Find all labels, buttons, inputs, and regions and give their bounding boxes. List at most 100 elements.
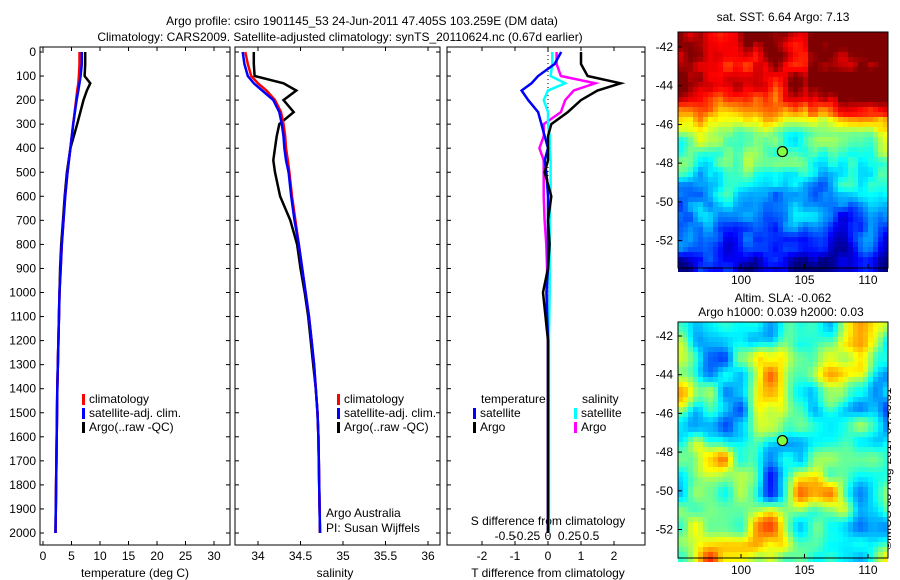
sst-map-cell [763, 177, 768, 182]
sla-map-cell [828, 512, 833, 517]
sla-map-cell [808, 427, 813, 432]
sla-map-cell [828, 547, 833, 552]
sla-map-cell [818, 362, 823, 367]
sla-map-cell [818, 372, 823, 377]
sla-map-cell [838, 352, 843, 357]
sst-map-cell [773, 212, 778, 217]
sst-map-cell [873, 132, 878, 137]
sst-map-cell [678, 202, 683, 207]
sst-map-cell [843, 102, 848, 107]
sst-map-cell [843, 247, 848, 252]
sst-map-cell [803, 122, 808, 127]
sst-map-cell [823, 77, 828, 82]
sst-map-cell [693, 262, 698, 267]
sla-map-cell [868, 487, 873, 492]
sla-map-cell [723, 447, 728, 452]
sla-map-cell [808, 322, 813, 327]
t-diff-legend-swatch [473, 408, 476, 419]
sla-map-cell [868, 557, 873, 562]
sst-map-cell [873, 187, 878, 192]
sst-map-cell [713, 232, 718, 237]
sla-map-cell [708, 527, 713, 532]
sst-map-cell [838, 252, 843, 257]
sla-map-cell [698, 502, 703, 507]
temperature-line-satellite-adj [54, 52, 84, 534]
sst-map-cell [683, 62, 688, 67]
sla-map-cell [778, 512, 783, 517]
sst-map-cell [753, 147, 758, 152]
sla-map-cell [758, 412, 763, 417]
sla-map-cell [713, 422, 718, 427]
sla-map-cell [863, 507, 868, 512]
sst-map-cell [723, 37, 728, 42]
sst-map-cell [778, 257, 783, 262]
sst-map-cell [798, 37, 803, 42]
sla-map-cell [713, 432, 718, 437]
sla-map-cell [873, 527, 878, 532]
sla-map-cell [703, 442, 708, 447]
sst-map-cell [863, 177, 868, 182]
sst-map-cell [878, 97, 883, 102]
sla-map-cell [853, 502, 858, 507]
sst-map-cell [743, 92, 748, 97]
sst-map-cell [818, 262, 823, 267]
sst-map-cell [783, 37, 788, 42]
sst-map-cell [848, 127, 853, 132]
sst-map-cell [693, 122, 698, 127]
sla-map-cell [678, 402, 683, 407]
sla-map-cell [883, 327, 888, 332]
sst-map-cell [713, 47, 718, 52]
sst-map-cell [718, 112, 723, 117]
sst-map-cell [708, 207, 713, 212]
sst-map-cell [853, 247, 858, 252]
sst-map-cell [798, 187, 803, 192]
sla-map-cell [768, 332, 773, 337]
sst-map-cell [813, 57, 818, 62]
sst-map-cell [813, 92, 818, 97]
sst-map-cell [748, 207, 753, 212]
sla-map-cell [873, 397, 878, 402]
sst-map-cell [798, 172, 803, 177]
sla-map-cell [743, 467, 748, 472]
sla-map-cell [873, 522, 878, 527]
sla-map-cell [788, 337, 793, 342]
sst-map-cell [808, 137, 813, 142]
sst-map-cell [693, 177, 698, 182]
sla-map-cell [738, 352, 743, 357]
sst-map-cell [868, 182, 873, 187]
sla-map-cell [678, 337, 683, 342]
sst-map-cell [828, 32, 833, 37]
sla-map-cell [713, 557, 718, 562]
sla-map-cell [803, 382, 808, 387]
sla-map-cell [858, 527, 863, 532]
sla-map-xtick-label: 100 [731, 563, 751, 577]
sst-map-cell [863, 152, 868, 157]
sst-map-cell [863, 132, 868, 137]
sla-map-cell [803, 397, 808, 402]
sst-map-cell [743, 112, 748, 117]
sla-map-cell [868, 382, 873, 387]
annotation-line1: Argo Australia [326, 506, 401, 520]
sst-map-cell [873, 192, 878, 197]
sla-map-cell [773, 417, 778, 422]
sla-map-cell [818, 462, 823, 467]
sla-map-cell [853, 372, 858, 377]
sla-map-cell [693, 397, 698, 402]
sst-map-cell [693, 217, 698, 222]
sst-map-cell [728, 167, 733, 172]
sst-map-cell [823, 87, 828, 92]
sst-map-cell [708, 62, 713, 67]
sla-map-cell [728, 432, 733, 437]
sst-map-cell [863, 42, 868, 47]
sst-map-cell [803, 92, 808, 97]
sst-map-cell [763, 212, 768, 217]
sla-map-cell [828, 342, 833, 347]
sst-map-cell [733, 127, 738, 132]
sst-map-cell [703, 212, 708, 217]
sst-map-cell [878, 152, 883, 157]
sst-map-cell [678, 42, 683, 47]
sst-map-cell [703, 182, 708, 187]
sst-map-cell [808, 187, 813, 192]
sla-map-cell [763, 412, 768, 417]
sst-map-cell [808, 132, 813, 137]
